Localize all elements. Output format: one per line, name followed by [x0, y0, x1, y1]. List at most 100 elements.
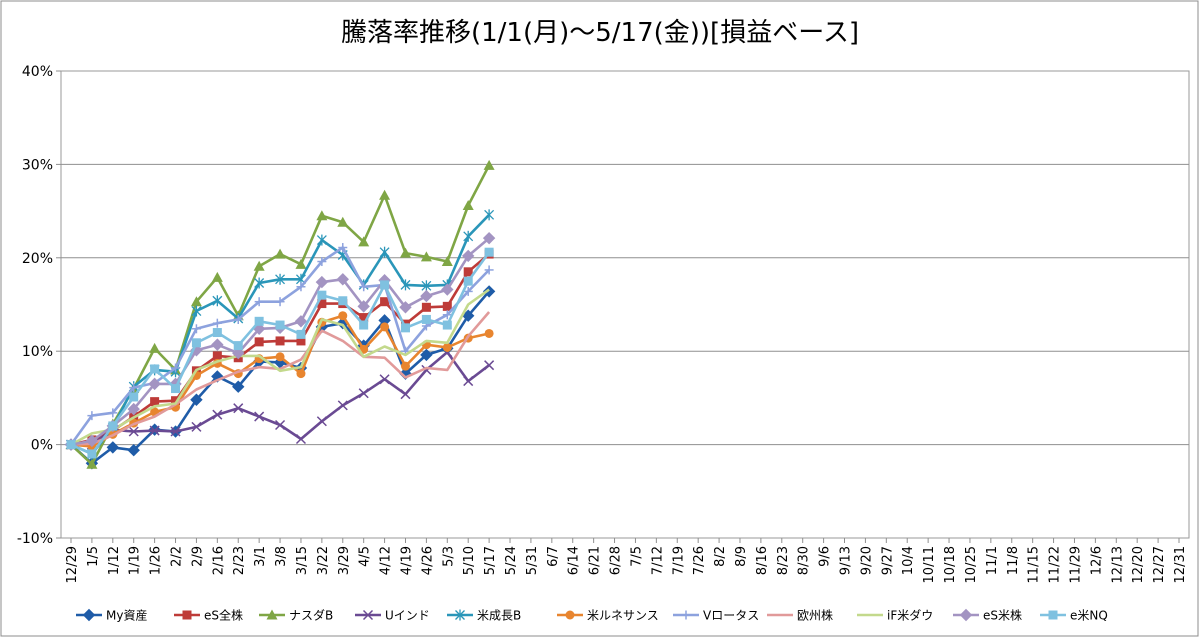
data-point — [565, 610, 575, 620]
data-point — [275, 352, 285, 362]
data-point — [191, 305, 202, 317]
data-point — [463, 376, 474, 387]
legend-entry: Vロータス — [673, 609, 759, 623]
data-point — [211, 338, 224, 351]
data-point — [85, 434, 99, 448]
data-point — [359, 282, 369, 292]
series-e米NQ — [66, 247, 494, 459]
x-tick-label: 4/12 — [379, 546, 394, 575]
series-line — [70, 311, 491, 446]
legend-entry: eS全株 — [174, 608, 243, 623]
data-point — [66, 440, 76, 450]
data-point — [337, 400, 348, 411]
legend-entry: iF米ダウ — [857, 608, 933, 623]
data-point — [127, 402, 140, 416]
legend-entry: eS米株 — [953, 608, 1022, 623]
data-point — [274, 248, 286, 259]
data-point — [359, 320, 369, 330]
x-tick-label: 1/26 — [149, 546, 164, 575]
data-point — [295, 258, 307, 269]
data-point — [482, 231, 496, 245]
series-欧州株 — [70, 311, 491, 446]
data-point — [149, 425, 160, 436]
data-point — [463, 267, 473, 277]
data-point — [254, 316, 264, 326]
data-point — [484, 265, 494, 275]
data-point — [421, 302, 431, 312]
data-point — [362, 609, 374, 621]
x-tick-label: 5/24 — [504, 546, 519, 575]
data-point — [441, 283, 454, 296]
data-point — [253, 260, 265, 271]
x-tick-label: 11/8 — [1006, 546, 1021, 575]
data-point — [128, 426, 139, 437]
x-tick-label: 2/16 — [211, 546, 226, 575]
data-point — [171, 363, 181, 373]
data-point — [296, 329, 306, 339]
legend-entry: ナスダB — [259, 608, 333, 623]
data-point — [317, 257, 327, 267]
data-point — [254, 297, 264, 307]
data-point — [171, 384, 181, 394]
data-point — [359, 313, 369, 323]
x-tick-label: 2/23 — [232, 546, 247, 575]
x-tick-label: 7/12 — [650, 546, 665, 575]
data-point — [232, 346, 245, 360]
data-point — [681, 610, 691, 620]
x-tick-label: 7/19 — [671, 546, 686, 575]
x-tick-label: 10/18 — [943, 546, 958, 583]
x-tick-label: 8/30 — [797, 546, 812, 575]
legend-label: e米NQ — [1070, 609, 1108, 623]
data-point — [232, 380, 245, 393]
data-point — [233, 314, 243, 324]
data-point — [254, 411, 265, 422]
x-tick-label: 4/19 — [399, 546, 414, 575]
data-point — [463, 276, 473, 286]
legend-entry: Uインド — [355, 609, 430, 623]
data-point — [87, 411, 97, 421]
data-point — [399, 301, 412, 314]
data-point — [254, 337, 264, 347]
data-point — [212, 328, 222, 338]
x-tick-label: 3/29 — [337, 546, 352, 575]
data-point — [150, 397, 160, 407]
x-tick-label: 7/26 — [692, 546, 707, 575]
data-point — [380, 322, 390, 332]
data-point — [106, 441, 120, 454]
data-point — [358, 236, 370, 247]
data-point — [148, 377, 161, 391]
data-point — [336, 273, 349, 286]
series-line — [70, 288, 490, 446]
data-point — [379, 374, 390, 385]
data-point — [379, 189, 391, 200]
x-tick-label: 9/20 — [859, 546, 874, 575]
x-tick-label: 11/1 — [985, 546, 1000, 575]
data-point — [191, 421, 202, 432]
x-tick-label: 8/9 — [734, 546, 749, 567]
data-point — [338, 243, 348, 253]
legend-label: eS米株 — [983, 608, 1022, 623]
data-point — [190, 393, 203, 406]
data-point — [191, 338, 201, 348]
legend-label: iF米ダウ — [887, 608, 933, 623]
data-point — [484, 209, 495, 221]
data-point — [212, 351, 222, 361]
x-tick-label: 2/9 — [190, 546, 205, 567]
data-point — [338, 296, 348, 306]
x-tick-label: 12/13 — [1110, 546, 1125, 583]
data-point — [86, 458, 98, 469]
data-point — [275, 419, 286, 431]
data-point — [420, 251, 432, 262]
data-point — [129, 383, 139, 393]
x-tick-label: 1/5 — [86, 546, 101, 567]
data-point — [295, 433, 306, 445]
data-point — [380, 297, 390, 307]
x-tick-label: 2/2 — [170, 546, 185, 567]
x-tick-label: 5/3 — [441, 546, 456, 567]
x-tick-label: 5/10 — [462, 546, 477, 575]
data-point — [463, 230, 474, 242]
y-tick-label: 20% — [22, 251, 53, 267]
x-tick-label: 12/29 — [65, 546, 80, 583]
